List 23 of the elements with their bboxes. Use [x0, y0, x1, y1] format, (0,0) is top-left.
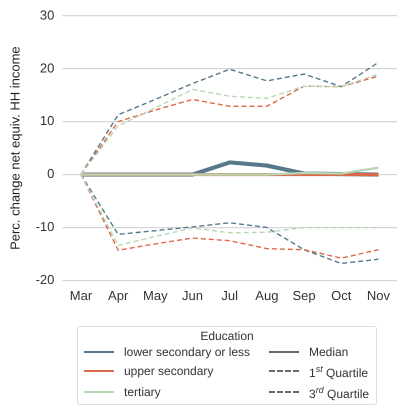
y-tick-label: 10	[40, 113, 54, 128]
x-tick-label: May	[143, 288, 168, 303]
legend-title: Education	[199, 329, 255, 343]
legend-label: upper secondary	[124, 363, 214, 379]
x-tick-label: Jul	[221, 288, 238, 303]
y-tick-label: -10	[36, 219, 54, 234]
legend-label: lower secondary or less	[124, 344, 250, 360]
y-tick-label: 30	[40, 7, 54, 22]
x-tick-label: Oct	[331, 288, 352, 303]
legend-label: 3$^{rd}$ Quartile	[309, 384, 370, 402]
x-tick-label: Apr	[108, 288, 129, 303]
y-axis-title: Perc. change net equiv. HH income	[7, 46, 22, 250]
x-tick-label: Aug	[255, 288, 278, 303]
y-tick-label: 0	[47, 166, 54, 182]
x-tick-label: Mar	[70, 288, 93, 303]
x-tick-label: Jun	[182, 288, 203, 303]
x-tick-label: Sep	[292, 288, 316, 303]
legend-label: 1$^{st}$ Quartile	[309, 363, 368, 381]
x-tick-label: Nov	[366, 288, 390, 303]
y-tick-label: -20	[36, 272, 54, 287]
legend-label: tertiary	[124, 384, 161, 400]
legend-label: Median	[309, 344, 348, 360]
y-tick-label: 20	[40, 60, 54, 76]
